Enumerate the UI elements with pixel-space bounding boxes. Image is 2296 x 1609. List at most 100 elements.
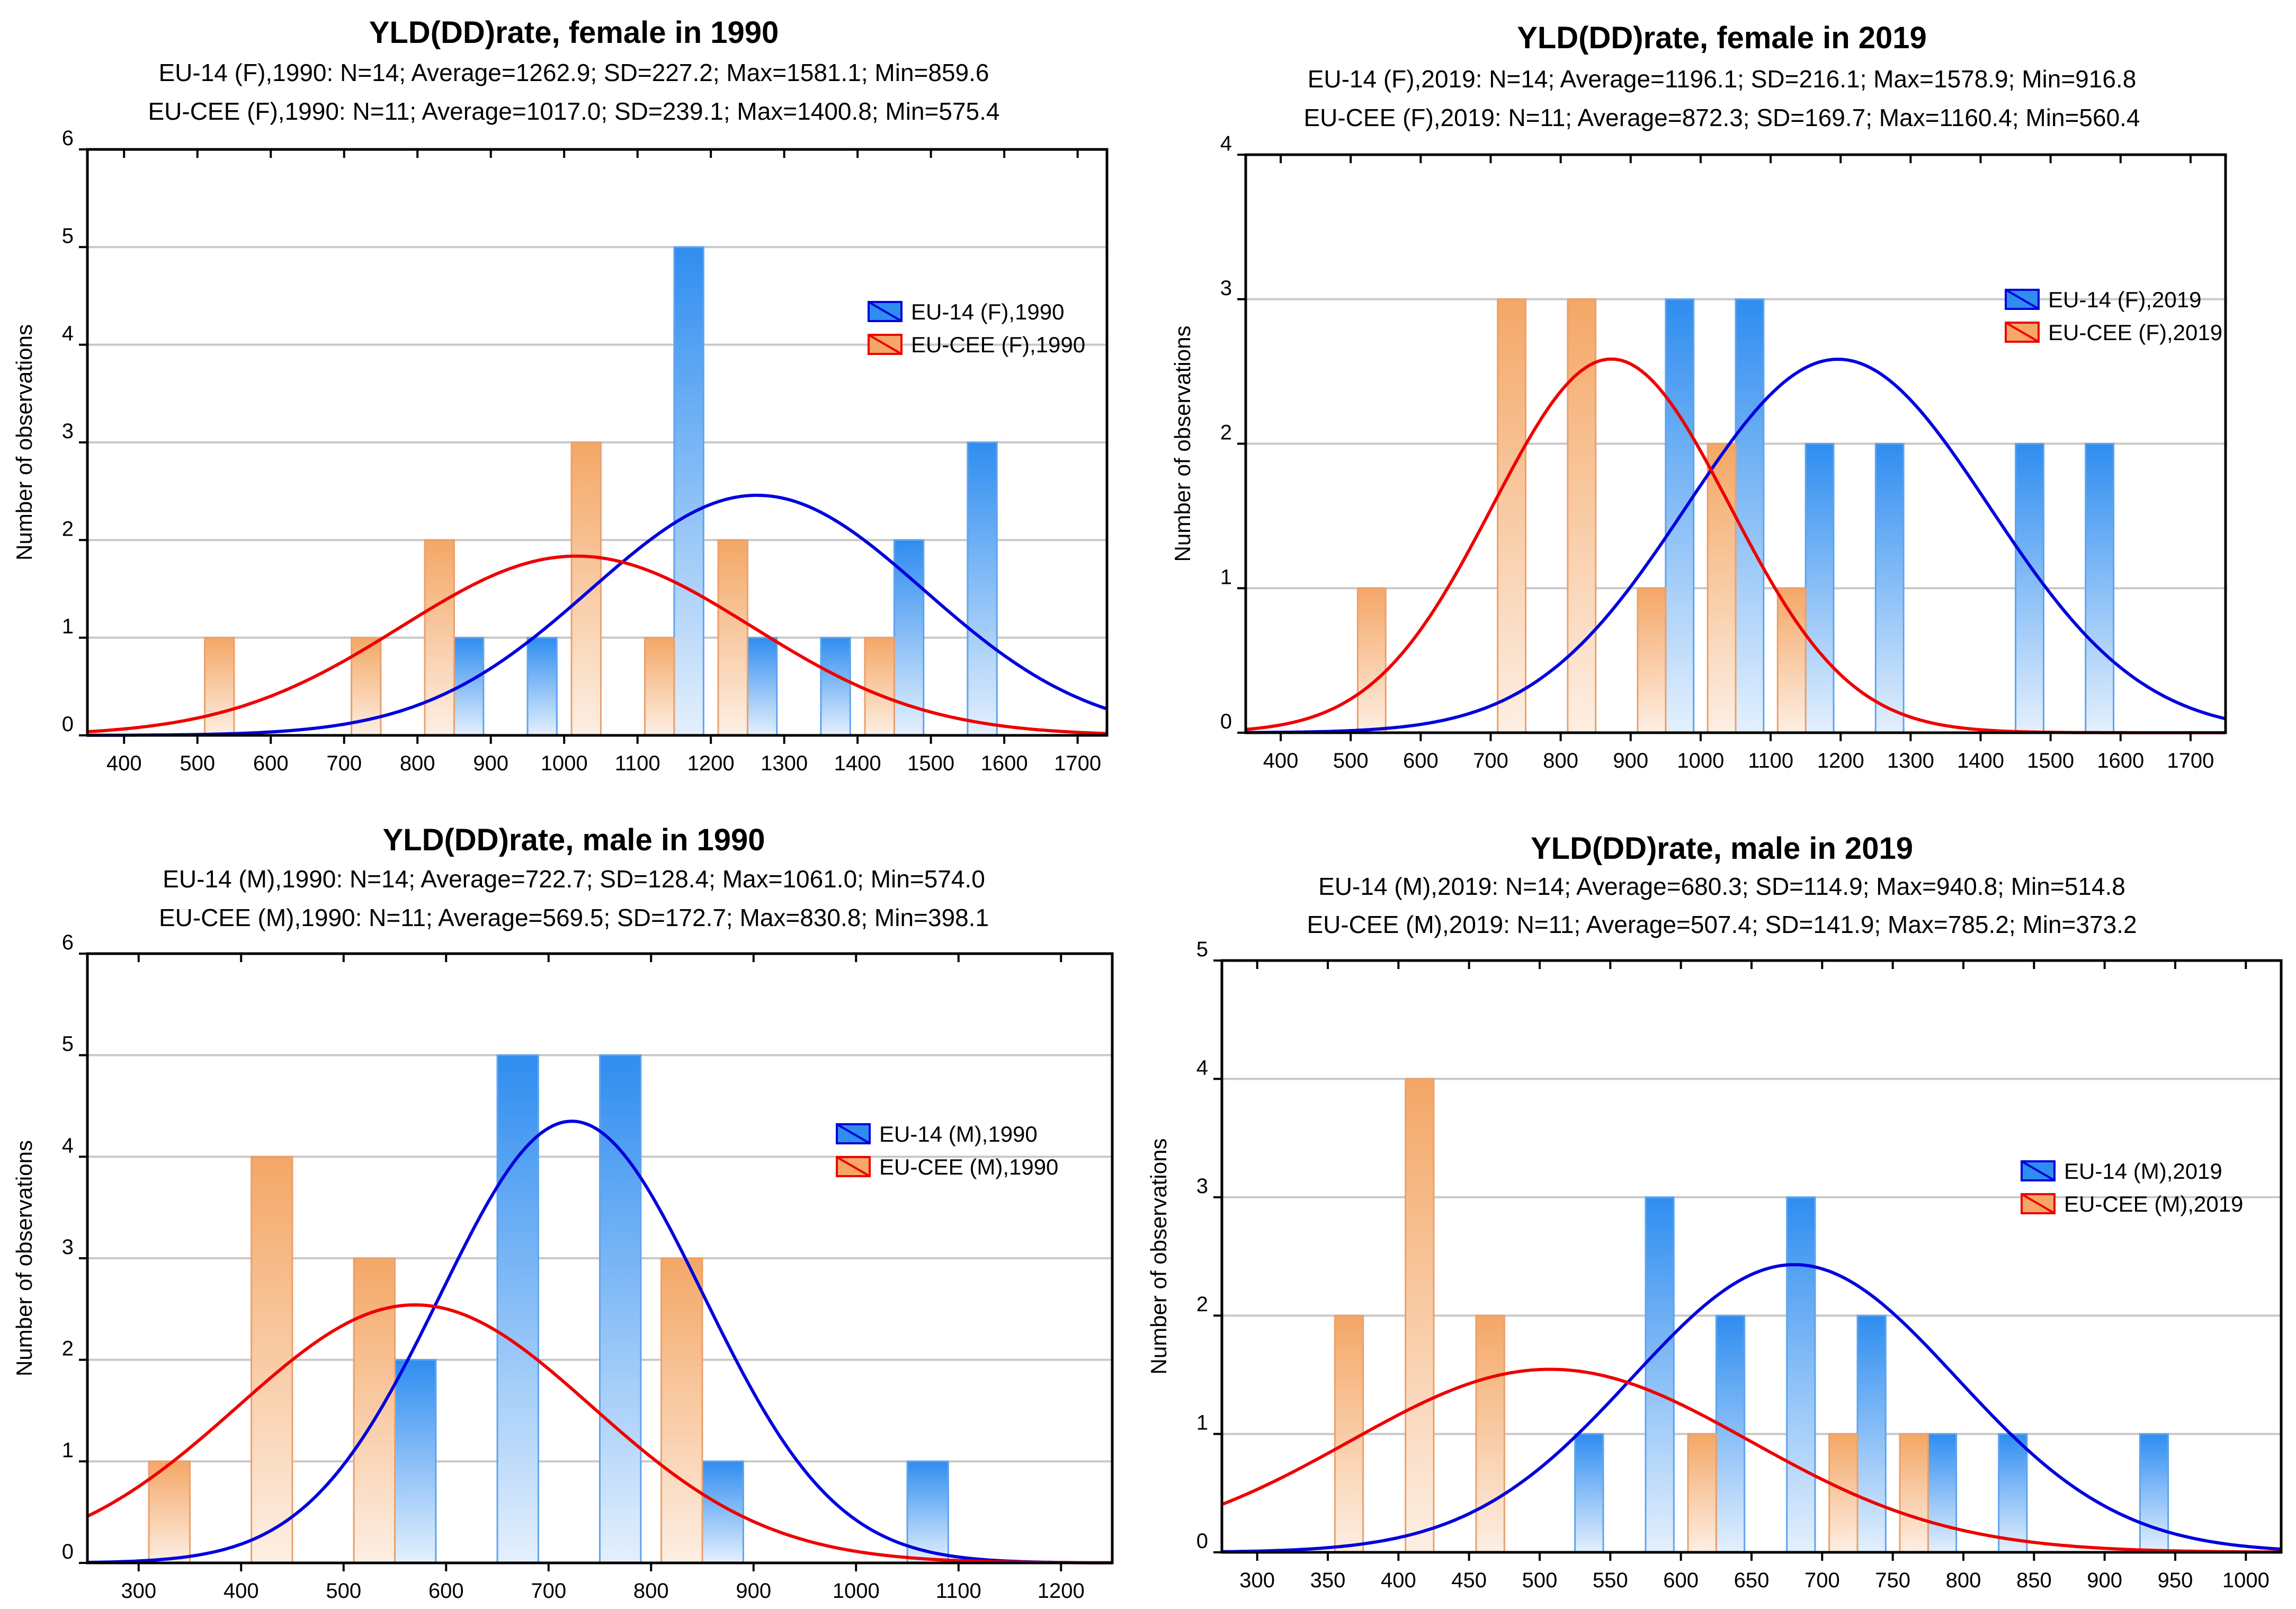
y-tick-label: 4	[62, 322, 74, 345]
bar-eu14	[1927, 1433, 1958, 1553]
x-tick-label: 600	[1663, 1569, 1699, 1592]
y-tick-label: 2	[62, 1337, 74, 1361]
x-tick-label: 900	[473, 752, 508, 775]
x-tick-label: 450	[1451, 1569, 1487, 1592]
bar-eu14	[599, 1054, 642, 1564]
y-tick-label: 6	[62, 127, 74, 150]
y-axis-label: Number of observations	[12, 1140, 37, 1376]
x-tick-label: 1100	[936, 1579, 981, 1603]
y-tick-label: 5	[1196, 938, 1208, 961]
normal-curve-eu14	[1221, 1263, 2282, 1553]
normal-curve-eucee	[1221, 1367, 2282, 1554]
chart-panel-female-1990: YLD(DD)rate, female in 1990 EU-14 (F),19…	[0, 0, 1148, 800]
x-tick-label: 800	[1543, 749, 1578, 772]
bar-eucee	[717, 539, 748, 736]
y-tick-label: 5	[62, 1033, 74, 1056]
x-tick-label: 650	[1734, 1569, 1770, 1592]
y-tick-label: 1	[62, 615, 74, 638]
y-tick-label: 0	[1220, 710, 1232, 733]
x-tick-label: 500	[1522, 1569, 1558, 1592]
stats-line-eucee: EU-CEE (M),2019: N=11; Average=507.4; SD…	[1307, 911, 2137, 938]
chart-panel-male-2019: YLD(DD)rate, male in 2019 EU-14 (M),2019…	[1148, 800, 2296, 1609]
y-tick-label: 0	[62, 1540, 74, 1563]
x-tick-label: 1600	[2097, 749, 2144, 772]
bar-eu14	[394, 1359, 437, 1564]
normal-curve-eucee	[86, 1303, 1112, 1564]
x-tick-label: 1400	[1957, 749, 2004, 772]
x-tick-label: 800	[400, 752, 435, 775]
y-tick-label: 3	[1220, 277, 1232, 300]
y-tick-label: 0	[62, 713, 74, 736]
plot-frame	[1220, 959, 2283, 1554]
x-tick-label: 350	[1310, 1569, 1346, 1592]
legend-line	[2005, 322, 2040, 343]
x-tick-label: 500	[1333, 749, 1369, 772]
legend-line	[868, 334, 903, 355]
bar-eucee	[570, 441, 602, 736]
x-tick-label: 1200	[1817, 749, 1864, 772]
bar-eu14	[1735, 298, 1765, 734]
legend-label: EU-14 (F),1990	[911, 299, 1064, 324]
x-tick-label: 400	[224, 1579, 259, 1603]
bar-eucee	[1334, 1314, 1364, 1553]
bar-eu14	[2085, 443, 2115, 734]
x-tick-label: 1200	[687, 752, 735, 775]
bar-eu14	[906, 1460, 949, 1564]
y-tick-label: 2	[1196, 1293, 1208, 1316]
bar-eucee	[644, 637, 675, 736]
bar-eucee	[353, 1257, 396, 1564]
bar-eu14	[967, 441, 998, 736]
chart-panel-female-2019: YLD(DD)rate, female in 2019 EU-14 (F),20…	[1148, 0, 2296, 800]
bar-eucee	[1356, 587, 1387, 734]
legend-label: EU-14 (M),1990	[879, 1122, 1038, 1146]
histogram-female-1990: 400 500 600 700 800 900 1000 1100 1200 1300 1400 15…	[12, 127, 1109, 775]
y-tick-label: 2	[1220, 421, 1232, 445]
bar-eu14	[1804, 443, 1835, 734]
x-tick-label: 550	[1593, 1569, 1628, 1592]
bar-eu14	[2015, 443, 2044, 734]
legend-line	[868, 301, 903, 322]
bar-eu14	[1998, 1433, 2028, 1553]
bar-eucee	[204, 637, 235, 736]
normal-curve-eucee	[87, 554, 1107, 735]
y-tick-label: 3	[62, 420, 74, 443]
x-tick-label: 500	[326, 1579, 361, 1603]
bar-eucee	[1687, 1433, 1717, 1553]
legend-label: EU-CEE (F),1990	[911, 332, 1085, 357]
y-tick-label: 1	[1220, 565, 1232, 589]
x-tick-label: 1000	[2222, 1569, 2270, 1592]
x-tick-label: 400	[1263, 749, 1299, 772]
x-tick-label: 1500	[2027, 749, 2074, 772]
x-tick-label: 700	[326, 752, 362, 775]
x-tick-label: 900	[2087, 1569, 2122, 1592]
x-tick-label: 600	[428, 1579, 464, 1603]
bar-eucee	[660, 1257, 703, 1564]
chart-title: YLD(DD)rate, male in 2019	[1530, 831, 1914, 866]
x-tick-label: 400	[1381, 1569, 1416, 1592]
bar-eu14	[1645, 1196, 1675, 1553]
y-axis-label: Number of observations	[1148, 1139, 1171, 1375]
x-tick-label: 1600	[981, 752, 1028, 775]
x-tick-label: 1000	[541, 752, 588, 775]
x-tick-label: 750	[1875, 1569, 1910, 1592]
normal-curve-eu14	[87, 493, 1107, 737]
legend-line	[2005, 289, 2040, 310]
chart-title: YLD(DD)rate, male in 1990	[382, 823, 765, 857]
x-tick-label: 300	[121, 1579, 156, 1603]
legend-line	[836, 1156, 871, 1177]
y-tick-label: 4	[62, 1134, 74, 1157]
x-tick-label: 1000	[833, 1579, 880, 1603]
bar-eu14	[1874, 443, 1905, 734]
y-tick-label: 0	[1196, 1530, 1208, 1553]
bar-eu14	[496, 1054, 539, 1564]
bar-eucee	[251, 1155, 293, 1564]
bar-eu14	[1786, 1196, 1816, 1553]
x-tick-label: 500	[180, 752, 215, 775]
x-tick-label: 1200	[1038, 1579, 1085, 1603]
bar-eucee	[424, 539, 455, 736]
y-tick-label: 6	[62, 931, 74, 954]
stats-line-eucee: EU-CEE (M),1990: N=11; Average=569.5; SD…	[158, 904, 989, 931]
x-tick-label: 800	[1946, 1569, 1981, 1592]
normal-curve-eu14	[1245, 358, 2226, 734]
x-tick-label: 1100	[615, 752, 660, 775]
